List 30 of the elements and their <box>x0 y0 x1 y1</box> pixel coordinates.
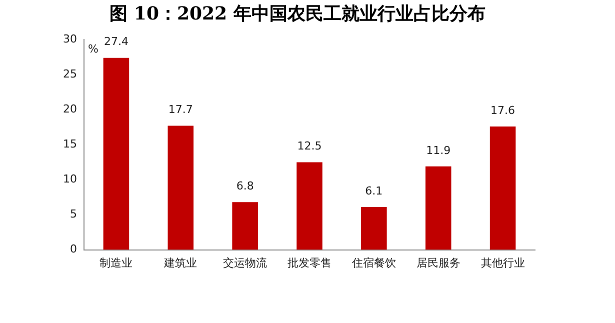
bar <box>232 202 258 250</box>
data-label: 11.9 <box>426 144 451 157</box>
y-tick-label: 15 <box>62 138 77 151</box>
x-tick-label: 制造业 <box>100 256 133 270</box>
x-tick-label: 交运物流 <box>223 256 268 270</box>
chart-title: 图 10：2022 年中国农民工就业行业占比分布 <box>110 3 486 24</box>
data-label: 17.7 <box>168 103 193 116</box>
bar <box>103 58 130 250</box>
bar <box>490 126 516 250</box>
y-tick-label: 0 <box>70 242 77 256</box>
y-tick-label: 10 <box>62 172 77 186</box>
bar <box>168 126 194 250</box>
bar <box>425 166 452 250</box>
y-tick-label: 25 <box>62 67 77 80</box>
y-axis-title: % <box>88 42 98 56</box>
x-tick-label: 批发零售 <box>288 256 332 270</box>
y-tick-label: 20 <box>62 102 77 116</box>
x-tick-label: 居民服务 <box>416 256 460 270</box>
data-label: 17.6 <box>490 104 516 117</box>
bar <box>361 207 387 250</box>
x-tick-label: 建筑业 <box>163 256 198 270</box>
x-tick-label: 其他行业 <box>480 256 525 270</box>
data-label: 6.8 <box>236 180 254 193</box>
y-tick-label: 30 <box>62 32 77 46</box>
data-label: 12.5 <box>297 140 322 153</box>
bar <box>296 162 322 250</box>
data-label: 6.1 <box>365 184 383 198</box>
data-label: 27.4 <box>104 35 128 48</box>
x-tick-label: 住宿餐饮 <box>352 256 396 270</box>
y-tick-label: 5 <box>70 208 77 221</box>
